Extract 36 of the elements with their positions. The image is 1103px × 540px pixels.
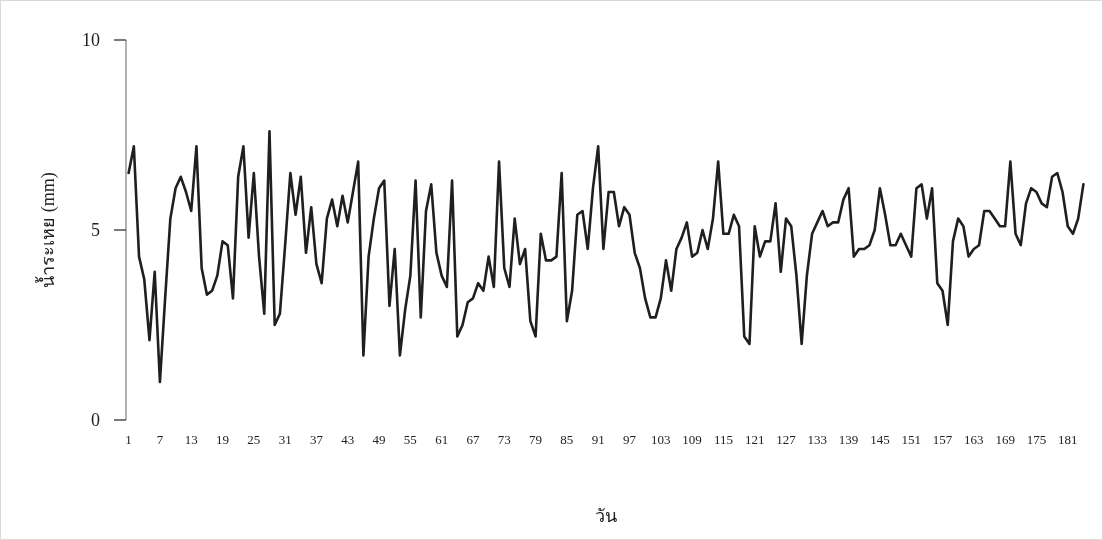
x-tick-label: 151 (901, 432, 921, 447)
x-tick-label: 169 (995, 432, 1015, 447)
x-tick-label: 73 (497, 432, 511, 447)
x-tick-label: 79 (529, 432, 543, 447)
x-tick-label: 31 (278, 432, 292, 447)
y-tick-label: 5 (91, 220, 100, 240)
x-tick-label: 49 (372, 432, 386, 447)
x-tick-label: 139 (838, 432, 859, 447)
x-tick-label: 85 (560, 432, 574, 447)
x-tick-label: 55 (403, 432, 417, 447)
x-tick-label: 61 (435, 432, 449, 447)
x-tick-label: 43 (341, 432, 355, 447)
x-tick-label: 37 (309, 432, 324, 447)
x-tick-label: 91 (591, 432, 605, 447)
x-tick-label: 145 (870, 432, 890, 447)
x-tick-label: 127 (776, 432, 797, 447)
y-tick-label: 0 (91, 410, 100, 430)
x-tick-label: 13 (184, 432, 198, 447)
x-tick-label: 121 (744, 432, 765, 447)
x-tick-label: 67 (466, 432, 480, 447)
x-tick-label: 97 (622, 432, 637, 447)
x-tick-label: 103 (651, 432, 671, 447)
x-tick-label: 163 (964, 432, 984, 447)
x-tick-label: 7 (156, 432, 164, 447)
x-tick-label: 19 (216, 432, 230, 447)
y-tick-label: 10 (82, 30, 100, 50)
y-axis-title: น้ำระเหย (mm) (35, 172, 59, 288)
x-tick-label: 133 (807, 432, 828, 447)
x-tick-label: 175 (1026, 432, 1047, 447)
x-tick-label: 181 (1057, 432, 1078, 447)
x-tick-label: 109 (682, 432, 702, 447)
x-tick-label: 1 (125, 432, 132, 447)
x-tick-label: 25 (247, 432, 261, 447)
x-tick-label: 115 (713, 432, 733, 447)
x-axis-title: วัน (595, 506, 617, 526)
x-tick-label: 157 (932, 432, 953, 447)
